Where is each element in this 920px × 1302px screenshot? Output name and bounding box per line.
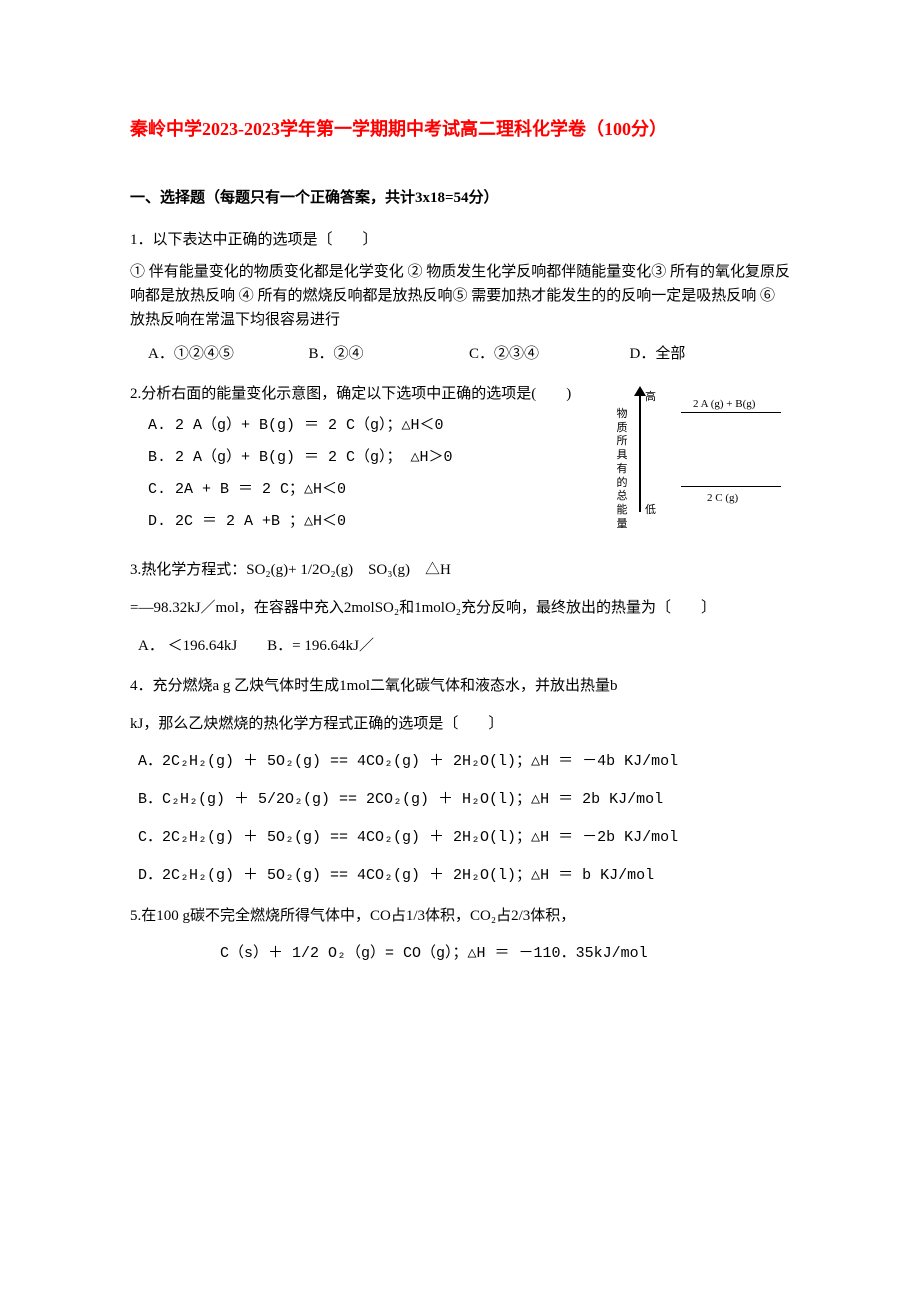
q1-option-a: A．①②④⑤ (148, 342, 309, 366)
q1-option-b: B．②④ (309, 342, 470, 366)
q2-stem: 2.分析右面的能量变化示意图，确定以下选项中正确的选项是( ) (130, 382, 615, 406)
q4-line1: 4．充分燃烧a g 乙炔气体时生成1mol二氧化碳气体和液态水，并放出热量b (130, 674, 790, 698)
q1-statements: ① 伴有能量变化的物质变化都是化学变化 ② 物质发生化学反响都伴随能量变化③ 所… (130, 260, 790, 332)
q4-option-a: A．2C₂H₂(g) ＋ 5O₂(g) == 4CO₂(g) ＋ 2H₂O(l)… (130, 750, 790, 774)
q2-option-a: A. 2 A（g）+ B(g) ＝ 2 C（g）；△H＜0 (148, 414, 615, 438)
q1-stem: 1．以下表达中正确的选项是〔 〕 (130, 228, 790, 252)
diagram-lower-label: 2 C (g) (707, 490, 738, 508)
exam-title: 秦岭中学2023-2023学年第一学期期中考试高二理科化学卷（100分） (130, 115, 790, 144)
question-2: 2.分析右面的能量变化示意图，确定以下选项中正确的选项是( ) A. 2 A（g… (130, 382, 790, 542)
question-5: 5.在100 g碳不完全燃烧所得气体中，CO占1/3体积，CO₂占2/3体积， … (130, 904, 790, 966)
q2-option-b: B. 2 A（g）+ B(g) ＝ 2 C（g）； △H＞0 (148, 446, 615, 470)
q3-line1: 3.热化学方程式：SO₂(g)+ 1/2O₂(g) SO₃(g) △H (130, 558, 790, 582)
q2-option-c: C. 2A + B ＝ 2 C；△H＜0 (148, 478, 615, 502)
q3-options: A． ＜196.64kJ B．= 196.64kJ／ (130, 634, 790, 658)
section-header: 一、选择题（每题只有一个正确答案，共计3x18=54分） (130, 186, 790, 210)
q1-option-d: D．全部 (630, 342, 791, 366)
q3-line2: =—98.32kJ／mol，在容器中充入2molSO₂和1molO₂充分反响，最… (130, 596, 790, 620)
question-1: 1．以下表达中正确的选项是〔 〕 ① 伴有能量变化的物质变化都是化学变化 ② 物… (130, 228, 790, 366)
question-4: 4．充分燃烧a g 乙炔气体时生成1mol二氧化碳气体和液态水，并放出热量b k… (130, 674, 790, 888)
q1-option-c: C．②③④ (469, 342, 630, 366)
q4-line2: kJ，那么乙炔燃烧的热化学方程式正确的选项是〔 〕 (130, 712, 790, 736)
q4-option-d: D．2C₂H₂(g) ＋ 5O₂(g) == 4CO₂(g) ＋ 2H₂O(l)… (130, 864, 790, 888)
diagram-low-label: 低 (645, 502, 656, 520)
diagram-upper-label: 2 A (g) + B(g) (693, 396, 755, 414)
q5-line1: 5.在100 g碳不完全燃烧所得气体中，CO占1/3体积，CO₂占2/3体积， (130, 904, 790, 928)
diagram-ylabel: 物质所具有的总能量 (615, 408, 629, 532)
q4-option-b: B．C₂H₂(g) ＋ 5/2O₂(g) == 2CO₂(g) ＋ H₂O(l)… (130, 788, 790, 812)
q5-equation: C（s）＋ 1/2 O₂（g）= CO（g）；△H ＝ －110．35kJ/mo… (130, 942, 790, 966)
diagram-axis (639, 394, 641, 512)
energy-diagram: 物质所具有的总能量 高 低 2 A (g) + B(g) 2 C (g) (615, 382, 790, 522)
question-3: 3.热化学方程式：SO₂(g)+ 1/2O₂(g) SO₃(g) △H =—98… (130, 558, 790, 658)
diagram-high-label: 高 (645, 389, 656, 407)
q1-options: A．①②④⑤ B．②④ C．②③④ D．全部 (130, 342, 790, 366)
diagram-lower-line (681, 486, 781, 487)
q4-option-c: C．2C₂H₂(g) ＋ 5O₂(g) == 4CO₂(g) ＋ 2H₂O(l)… (130, 826, 790, 850)
q2-option-d: D. 2C ＝ 2 A +B ；△H＜0 (148, 510, 615, 534)
